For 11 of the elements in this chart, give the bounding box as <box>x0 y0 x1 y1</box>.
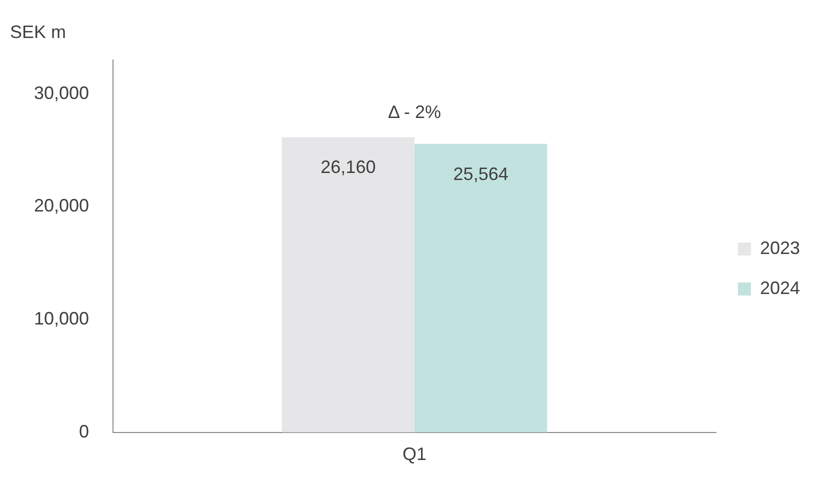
legend-label: 2023 <box>760 238 800 258</box>
annotation: Δ - 2% <box>388 102 442 122</box>
x-tick-label: Q1 <box>402 444 427 464</box>
y-axis-title: SEK m <box>10 22 66 42</box>
y-tick-label: 10,000 <box>34 308 90 329</box>
data-label: 25,564 <box>453 164 508 184</box>
data-label: 26,160 <box>320 157 376 178</box>
y-tick-label: 0 <box>79 421 90 442</box>
legend-label: 2024 <box>760 278 800 298</box>
y-tick-label: 20,000 <box>34 196 90 216</box>
y-tick-label: 30,000 <box>34 82 90 103</box>
